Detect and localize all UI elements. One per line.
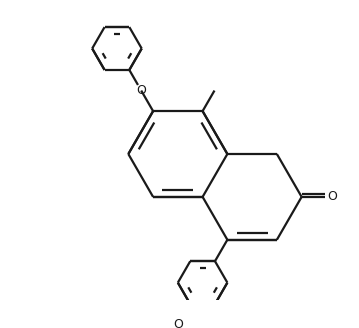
- Text: O: O: [136, 84, 146, 97]
- Text: O: O: [173, 318, 183, 328]
- Text: O: O: [327, 190, 337, 203]
